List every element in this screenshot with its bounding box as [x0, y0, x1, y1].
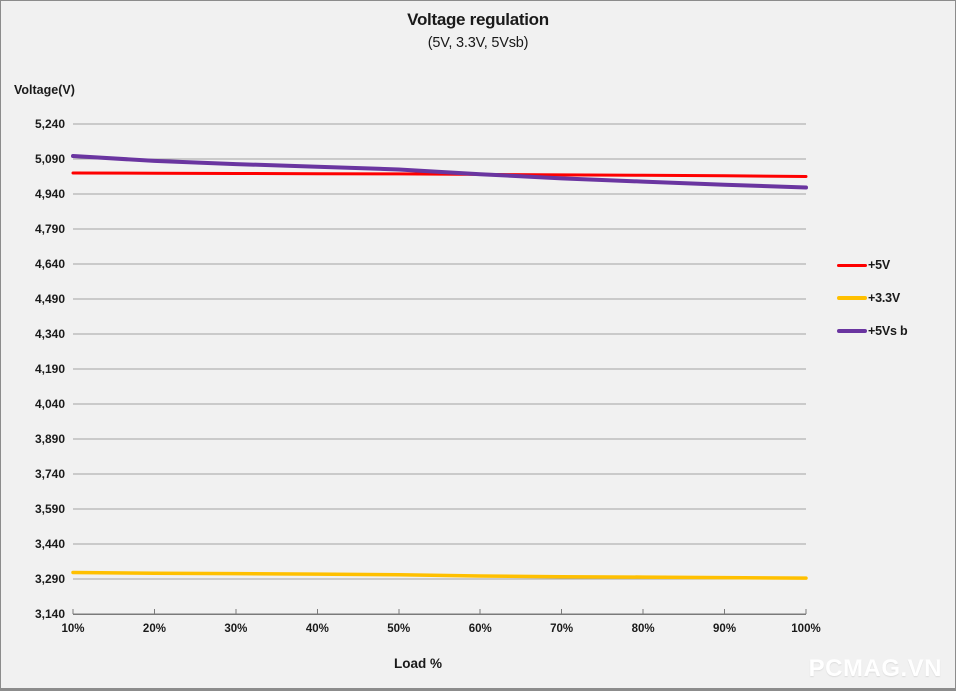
- svg-text:10%: 10%: [61, 623, 84, 635]
- svg-text:30%: 30%: [224, 623, 247, 635]
- legend-label-5vsb: +5Vs b: [868, 324, 908, 338]
- svg-text:90%: 90%: [713, 623, 736, 635]
- watermark-pcmag: PCMAG.VN: [808, 655, 942, 682]
- svg-text:3,590: 3,590: [35, 502, 65, 516]
- legend-label-3v3: +3.3V: [868, 291, 901, 305]
- svg-text:3,740: 3,740: [35, 467, 65, 481]
- legend-swatch-3v3: [837, 296, 867, 300]
- svg-text:60%: 60%: [469, 623, 492, 635]
- svg-text:5,090: 5,090: [35, 152, 65, 166]
- chart-subtitle: (5V, 3.3V, 5Vsb): [427, 35, 529, 51]
- svg-text:80%: 80%: [632, 623, 655, 635]
- legend-swatch-5vsb: [837, 329, 867, 333]
- x-axis: 10% 20% 30% 40% 50% 60% 70% 80% 90% 100%: [61, 609, 821, 635]
- svg-text:40%: 40%: [306, 623, 329, 635]
- legend-label-5v: +5V: [868, 258, 890, 272]
- y-axis-title: Voltage(V): [14, 83, 75, 97]
- svg-text:4,940: 4,940: [35, 187, 65, 201]
- svg-text:3,290: 3,290: [35, 572, 65, 586]
- svg-text:50%: 50%: [387, 623, 410, 635]
- legend-item-3v3: +3.3V: [837, 289, 907, 307]
- svg-text:3,440: 3,440: [35, 537, 65, 551]
- svg-text:3,140: 3,140: [35, 607, 65, 621]
- chart-title: Voltage regulation: [407, 10, 549, 29]
- legend-swatch-5v: [837, 263, 867, 267]
- svg-text:4,340: 4,340: [35, 327, 65, 341]
- svg-text:5,240: 5,240: [35, 117, 65, 131]
- legend-item-5v: +5V: [837, 256, 907, 274]
- legend-item-5vsb: +5Vs b: [837, 322, 908, 340]
- svg-text:4,190: 4,190: [35, 362, 65, 376]
- series-line-+3.3V: [71, 570, 808, 580]
- svg-text:100%: 100%: [791, 623, 820, 635]
- series-line-+5Vs b: [71, 154, 808, 190]
- chart-legend: +5V +3.3V +5Vs b: [837, 256, 908, 355]
- x-axis-title: Load %: [393, 656, 443, 671]
- svg-text:4,490: 4,490: [35, 292, 65, 306]
- svg-text:4,040: 4,040: [35, 397, 65, 411]
- svg-text:20%: 20%: [143, 623, 166, 635]
- svg-text:3,890: 3,890: [35, 432, 65, 446]
- svg-text:4,640: 4,640: [35, 257, 65, 271]
- gridlines: 5,240 5,090 4,940 4,790 4,640 4,490 4,340 4,190…: [35, 117, 806, 621]
- svg-text:70%: 70%: [550, 623, 573, 635]
- svg-text:4,790: 4,790: [35, 222, 65, 236]
- series-line-+5V: [71, 171, 808, 178]
